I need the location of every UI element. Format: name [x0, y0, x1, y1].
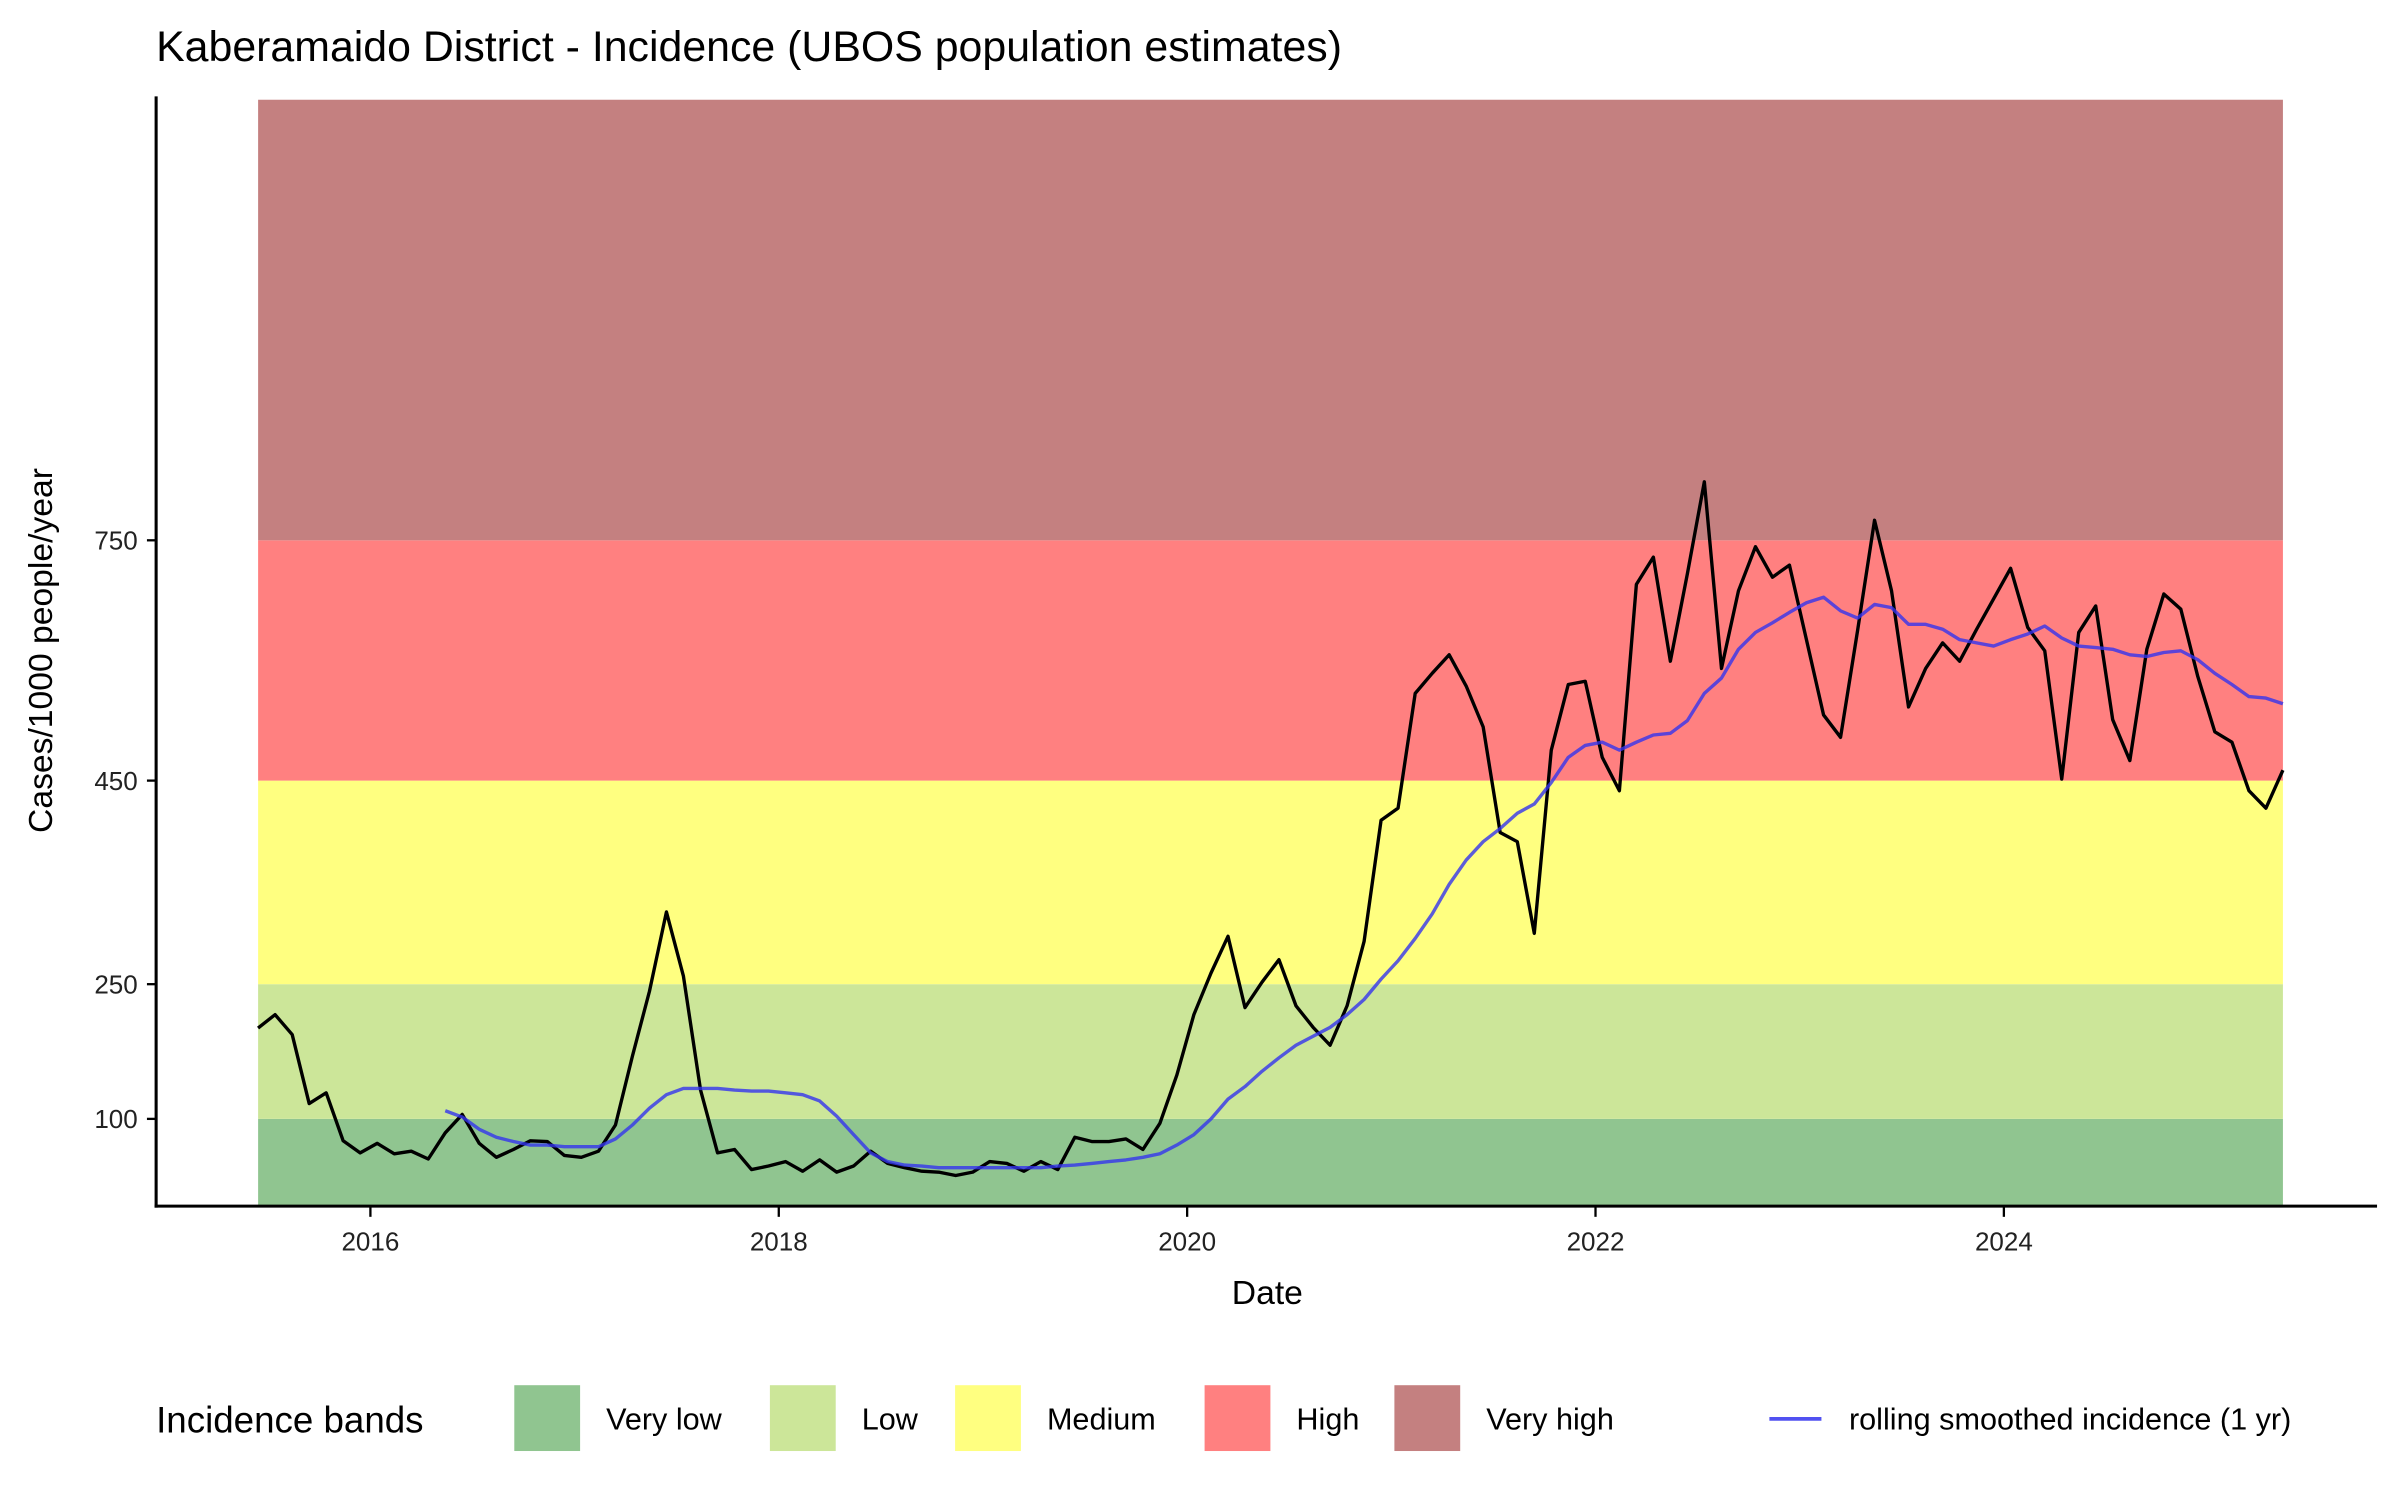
legend-label: Very high: [1486, 1403, 1614, 1437]
legend: Incidence bands Very low Low Medium High Ver…: [156, 1385, 2291, 1452]
band-high: [258, 540, 2283, 781]
legend-line-label: rolling smoothed incidence (1 yr): [1849, 1403, 2291, 1437]
band-very-high: [258, 99, 2283, 541]
legend-swatch: [1204, 1385, 1271, 1452]
band-very-low: [258, 1118, 2283, 1207]
rolling-smoothed-line: [444, 595, 2284, 1170]
x-tick-label: 2018: [750, 1227, 808, 1257]
y-axis-title: Cases/1000 people/year: [23, 468, 60, 833]
x-tick-label: 2024: [1975, 1227, 2033, 1257]
x-tick-label: 2020: [1158, 1227, 1216, 1257]
y-axis-ticks: 100 250 450 750: [94, 525, 157, 1134]
series-lines: [257, 480, 2285, 1178]
legend-swatch: [769, 1385, 836, 1452]
legend-label: High: [1296, 1403, 1359, 1437]
y-tick-label: 250: [94, 969, 137, 999]
y-tick-label: 750: [94, 525, 137, 555]
legend-label: Very low: [606, 1403, 723, 1437]
x-tick-label: 2022: [1567, 1227, 1625, 1257]
legend-label: Medium: [1047, 1403, 1156, 1437]
x-tick-label: 2016: [341, 1227, 399, 1257]
band-low: [258, 984, 2283, 1119]
y-tick-label: 100: [94, 1104, 137, 1134]
band-medium: [258, 780, 2283, 985]
y-tick-label: 450: [94, 766, 137, 796]
legend-swatch: [955, 1385, 1021, 1452]
legend-swatch: [1394, 1385, 1461, 1452]
legend-swatch: [514, 1385, 581, 1452]
x-axis-title: Date: [1232, 1275, 1303, 1312]
legend-title: Incidence bands: [156, 1400, 423, 1441]
chart-title: Kaberamaido District - Incidence (UBOS p…: [156, 23, 1342, 71]
incidence-bands: [258, 99, 2283, 1207]
legend-label: Low: [862, 1403, 919, 1437]
x-axis-ticks: 2016 2018 2020 2022 2024: [341, 1206, 2033, 1257]
incidence-line: [257, 480, 2285, 1178]
